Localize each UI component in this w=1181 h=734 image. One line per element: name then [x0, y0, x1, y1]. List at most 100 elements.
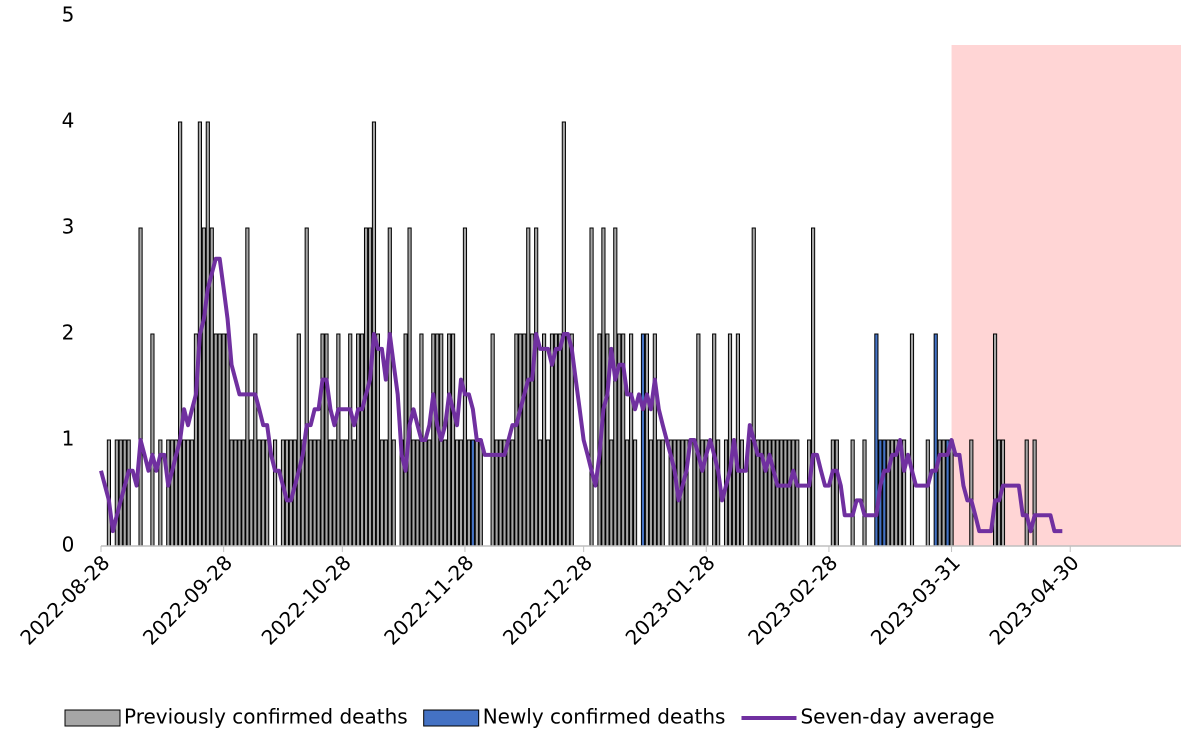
bar — [700, 439, 705, 547]
bar — [245, 227, 250, 547]
bar — [644, 333, 650, 547]
bar — [648, 439, 653, 547]
bar — [490, 333, 495, 547]
bar — [407, 227, 412, 547]
bar — [257, 439, 262, 547]
x-tick-label: 2022-10-28 — [257, 550, 356, 649]
x-tick-label: 2023-03-31 — [866, 550, 965, 649]
bar — [229, 439, 234, 547]
bar — [170, 439, 175, 547]
bar — [830, 439, 835, 547]
bar — [150, 333, 155, 547]
bar — [518, 333, 523, 547]
bar — [308, 439, 313, 547]
bar — [261, 439, 266, 547]
bar — [510, 439, 515, 547]
bar — [205, 121, 210, 547]
bar — [383, 439, 388, 547]
bar — [478, 439, 483, 547]
bar — [850, 439, 855, 547]
bar — [253, 333, 258, 547]
bar — [411, 439, 416, 547]
bar — [791, 439, 796, 547]
bar — [126, 439, 131, 547]
bar — [114, 439, 119, 547]
bar — [739, 439, 744, 547]
legend-item: Previously confirmed deaths — [64, 705, 408, 729]
bar — [458, 439, 464, 547]
bar — [379, 439, 384, 547]
legend-item: Seven-day average — [741, 705, 995, 729]
bar — [949, 439, 954, 547]
bar — [316, 439, 321, 547]
bar — [589, 227, 594, 547]
bar — [324, 333, 329, 547]
bar — [474, 439, 479, 547]
bar — [340, 439, 345, 547]
legend-item: Newly confirmed deaths — [423, 705, 725, 729]
bar — [541, 333, 547, 547]
x-tick-label: 2022-11-28 — [379, 550, 478, 649]
bar — [557, 333, 562, 547]
y-tick-label: 4 — [62, 109, 75, 133]
bar — [1024, 439, 1029, 547]
bar — [233, 439, 238, 547]
bar — [265, 439, 270, 547]
bar — [1032, 439, 1037, 547]
legend-label: Previously confirmed deaths — [124, 705, 408, 729]
bar — [909, 333, 915, 547]
bar — [811, 227, 816, 547]
bar — [304, 227, 309, 547]
bar — [348, 333, 353, 547]
bar — [763, 439, 768, 547]
bar — [312, 439, 317, 547]
bar — [779, 439, 784, 547]
bar — [534, 227, 539, 547]
y-tick-label: 3 — [62, 215, 75, 239]
bar — [886, 439, 891, 547]
bar — [625, 439, 630, 547]
x-tick-label: 2022-12-28 — [498, 550, 597, 649]
bar — [506, 439, 511, 547]
bar — [882, 439, 887, 547]
bar — [834, 439, 839, 547]
bar — [514, 333, 519, 547]
legend-swatch — [423, 709, 480, 727]
x-tick-label: 2023-02-28 — [743, 550, 842, 649]
bar — [221, 333, 226, 547]
y-tick-label: 0 — [62, 533, 75, 557]
bar — [771, 439, 776, 547]
bar — [249, 439, 254, 547]
bar — [712, 333, 717, 547]
bar — [751, 227, 756, 547]
bar — [178, 121, 183, 547]
bar — [735, 333, 741, 547]
bar — [189, 439, 195, 547]
bar — [451, 333, 456, 547]
shaded-region — [951, 45, 1181, 546]
bar — [807, 439, 812, 547]
bar — [185, 439, 191, 547]
bar — [181, 439, 187, 547]
bar — [415, 439, 420, 547]
x-tick-label: 2022-08-28 — [15, 550, 114, 649]
bar — [241, 439, 246, 547]
bar — [431, 333, 436, 547]
line-series — [99, 256, 1063, 534]
bar — [443, 439, 448, 547]
bar — [660, 439, 665, 547]
bar — [166, 439, 171, 547]
bar — [862, 439, 867, 547]
bar — [454, 439, 460, 547]
bar — [427, 439, 432, 547]
x-tick-label: 2023-01-28 — [621, 550, 720, 649]
bar — [601, 227, 606, 547]
bar — [328, 439, 333, 547]
bar — [783, 439, 788, 547]
bar — [466, 439, 471, 547]
bar — [344, 439, 349, 547]
bar — [545, 439, 551, 547]
y-tick-label: 2 — [62, 321, 75, 345]
bar — [787, 439, 792, 547]
bar — [692, 439, 697, 547]
